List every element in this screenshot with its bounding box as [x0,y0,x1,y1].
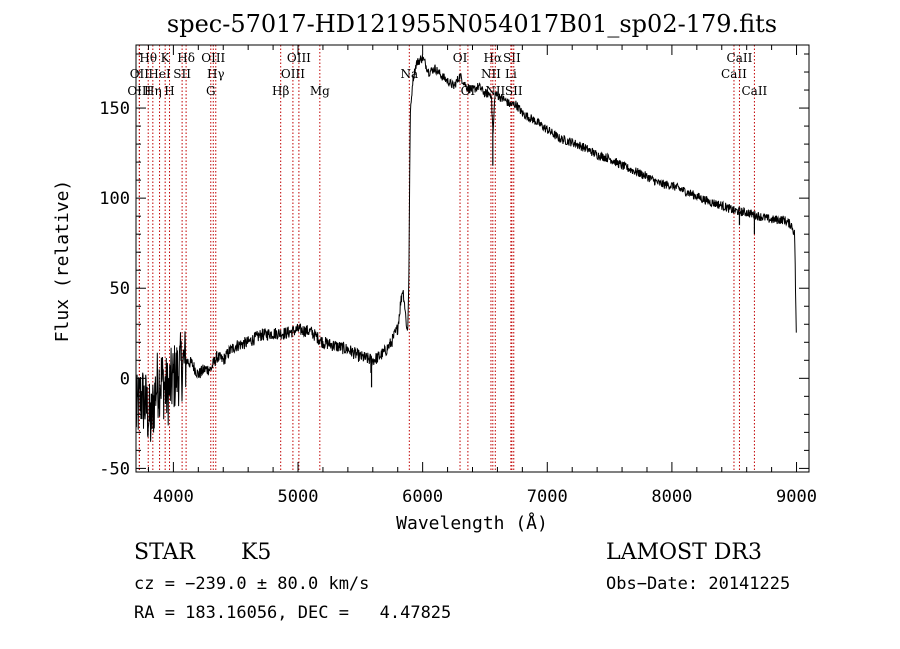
line-marker-label: SII [173,67,191,81]
line-marker-label: CaII [721,67,747,81]
line-marker-label: K [161,51,171,65]
obs-date: Obs−Date: 20141225 [606,574,791,594]
y-tick-label: 150 [99,99,130,119]
plot-frame [135,44,810,473]
object-subclass: K5 [241,540,272,565]
x-tick-label: 9000 [776,487,817,507]
line-marker-label: OIII [281,67,305,81]
chart-title: spec-57017-HD121955N054017B01_sp02-179.f… [167,10,777,38]
line-marker-label: Hθ [139,51,157,65]
line-marker-label: Hη [144,84,162,98]
y-axis-label: Flux (relative) [52,180,73,343]
x-axis-label: Wavelength (Å) [396,512,548,534]
x-tick-label: 5000 [278,487,319,507]
line-marker-label: SII [505,84,523,98]
line-marker-label: H [164,84,174,98]
line-marker-label: OIII [127,84,151,98]
line-marker-label: Hα [484,51,503,65]
line-marker-label: HeI [148,67,171,81]
line-marker-label: OIII [287,51,311,65]
line-marker-label: NII [481,67,501,81]
survey-name: LAMOST DR3 [606,540,762,565]
y-tick-label: -50 [99,459,130,479]
x-tick-label: 6000 [402,487,443,507]
coordinates: RA = 183.16056, DEC = 4.47825 [134,603,452,623]
x-tick-label: 4000 [153,487,194,507]
line-marker-label: CaII [741,84,767,98]
spectrum-line [135,54,797,442]
line-marker-label: Mg [310,84,330,98]
line-marker-label: Hδ [177,51,195,65]
line-marker-label: OI [453,51,468,65]
x-tick-label: 8000 [651,487,692,507]
x-tick-label: 7000 [527,487,568,507]
line-marker-label: G [206,84,216,98]
line-marker-label: SII [503,51,521,65]
y-tick-label: 0 [120,369,130,389]
y-tick-label: 50 [110,279,130,299]
line-marker-label: Hγ [207,67,225,81]
y-tick-label: 100 [99,189,130,209]
line-marker-label: CaII [727,51,753,65]
redshift-cz: cz = −239.0 ± 80.0 km/s [134,574,370,594]
line-marker-label: OIII [201,51,225,65]
object-class: STAR [134,540,195,565]
line-marker-label: Li [505,67,517,81]
axes: 4000 5000 6000 7000 8000 9000 -50 0 50 100 150 [99,45,817,507]
spectrum-series [135,54,797,442]
line-marker-label: Hβ [272,84,289,98]
